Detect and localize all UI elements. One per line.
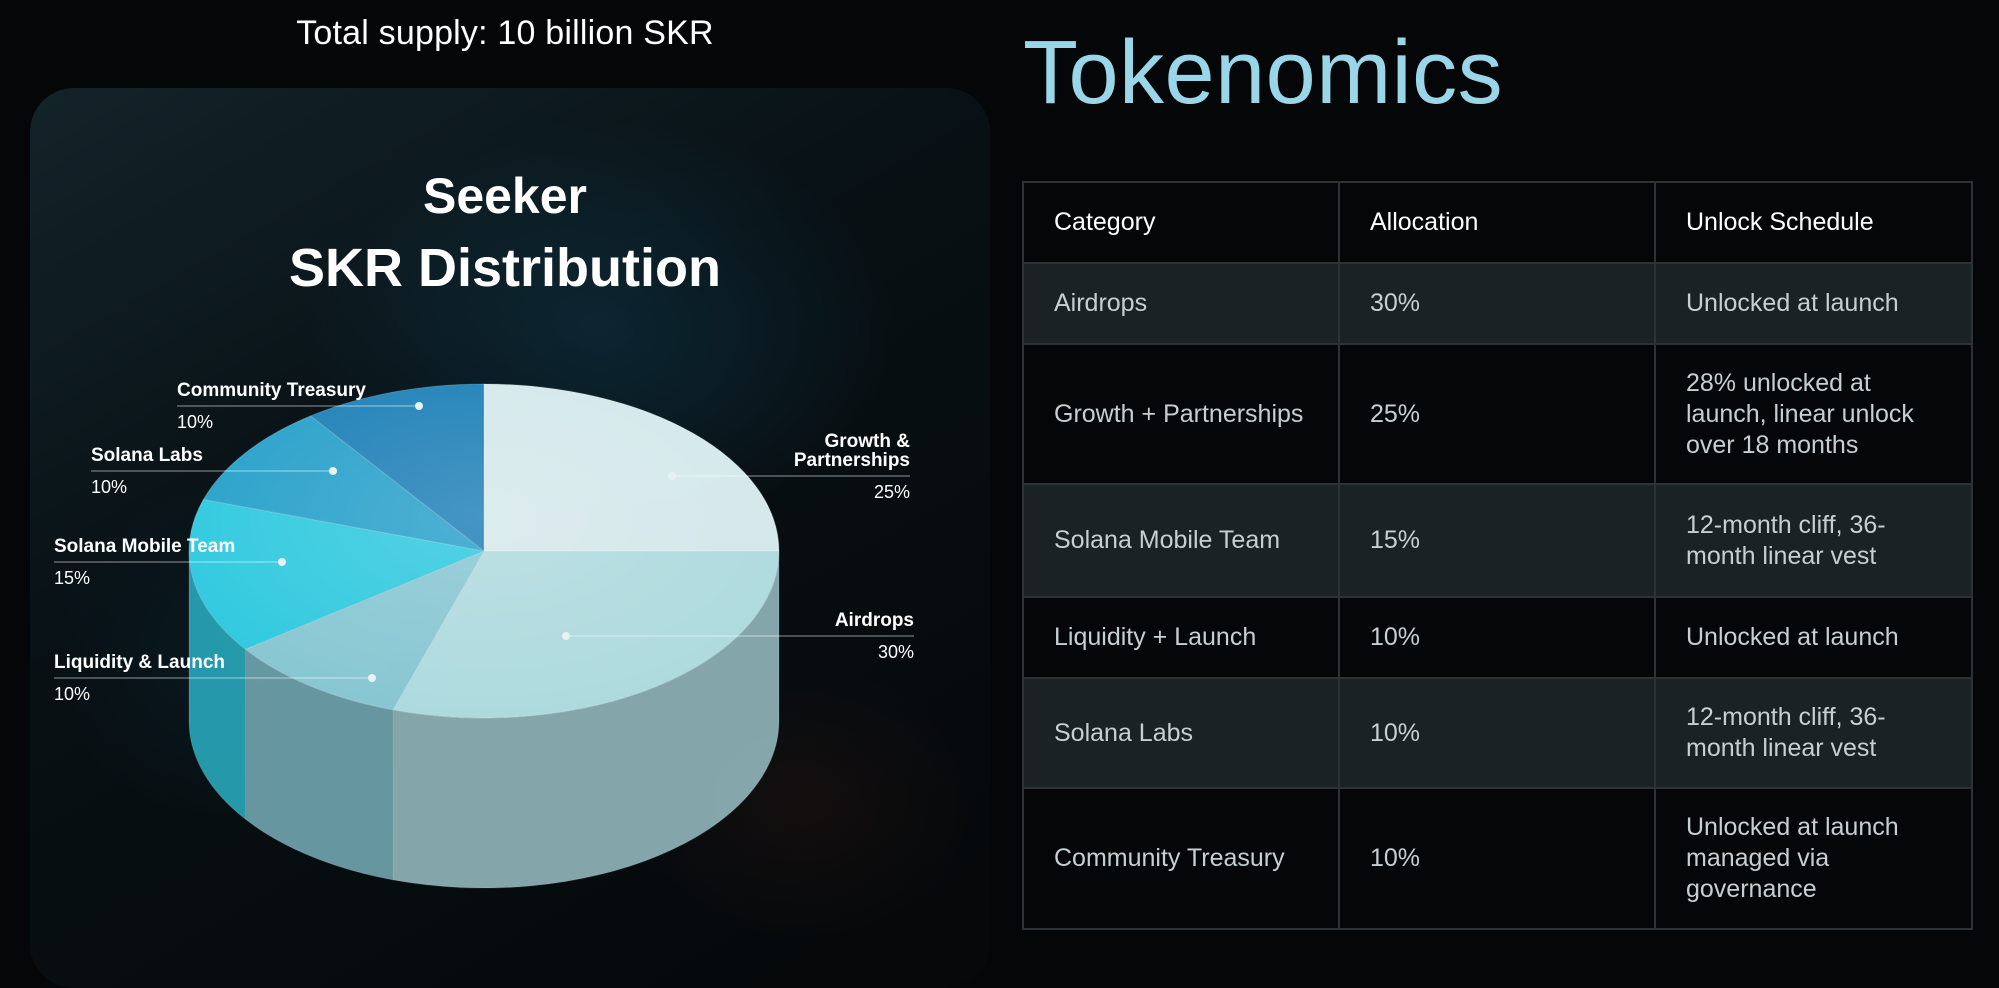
cell-allocation: 30% [1338,262,1656,345]
distribution-title-brand: Seeker [422,168,588,224]
cell-category: Liquidity + Launch [1022,596,1340,679]
table-row: Growth + Partnerships 25% 28% unlocked a… [1022,343,1973,485]
cell-schedule: Unlocked at launch managed via governanc… [1654,787,1973,930]
pie-label-value: 10% [54,684,90,704]
cell-category: Growth + Partnerships [1022,343,1340,485]
pie-sides [188,550,780,889]
distribution-title: Seeker SKR Distribution [200,160,810,304]
leader-dot [278,558,286,566]
table-header-row: Category Allocation Unlock Schedule [1022,181,1973,264]
table-row: Community Treasury 10% Unlocked at launc… [1022,787,1973,930]
cell-allocation: 10% [1338,787,1656,930]
pie-label-name: Liquidity & Launch [54,652,225,673]
header-unlock-schedule: Unlock Schedule [1654,181,1973,264]
header-allocation: Allocation [1338,181,1656,264]
cell-schedule: Unlocked at launch [1654,262,1973,345]
cell-category: Solana Labs [1022,677,1340,789]
pie-label-value: 25% [874,482,910,502]
table-row: Solana Labs 10% 12-month cliff, 36-month… [1022,677,1973,789]
cell-allocation: 25% [1338,343,1656,485]
pie-label-name: Community Treasury [177,380,366,401]
pie-label-value: 10% [91,477,127,497]
pie-chart: Growth & Partnerships 25% Airdrops 30% Liquid… [54,380,914,889]
total-supply-text: Total supply: 10 billion SKR [296,14,714,52]
cell-schedule: 12-month cliff, 36-month linear vest [1654,483,1973,598]
cell-allocation: 10% [1338,677,1656,789]
leader-dot [415,402,423,410]
table-row: Liquidity + Launch 10% Unlocked at launc… [1022,596,1973,679]
table-row: Airdrops 30% Unlocked at launch [1022,262,1973,345]
pie-top-sheen [189,384,779,718]
page-title: Tokenomics [1023,23,1504,123]
cell-schedule: Unlocked at launch [1654,596,1973,679]
allocation-table: Category Allocation Unlock Schedule Aird… [1022,181,1973,930]
cell-category: Airdrops [1022,262,1340,345]
distribution-title-main: SKR Distribution [289,238,721,298]
pie-label-name: Airdrops [835,610,914,631]
table-row: Solana Mobile Team 15% 12-month cliff, 3… [1022,483,1973,598]
leader-dot [562,632,570,640]
pie-label-value: 10% [177,412,213,432]
pie-labels: Growth & Partnerships 25% Airdrops 30% Liquid… [54,380,914,704]
pie-label-name: Solana Labs [91,445,203,466]
leader-dot [329,467,337,475]
cell-schedule: 12-month cliff, 36-month linear vest [1654,677,1973,789]
cell-allocation: 10% [1338,596,1656,679]
pie-label-value: 30% [878,642,914,662]
cell-category: Solana Mobile Team [1022,483,1340,598]
cell-category: Community Treasury [1022,787,1340,930]
pie-label-name: Growth & Partnerships [794,431,910,471]
cell-allocation: 15% [1338,483,1656,598]
cell-schedule: 28% unlocked at launch, linear unlock ov… [1654,343,1973,485]
pie-label-value: 15% [54,568,90,588]
leader-dot [668,472,676,480]
pie-top [188,383,780,719]
header-category: Category [1022,181,1340,264]
pie-label-name: Solana Mobile Team [54,536,235,557]
leader-dot [368,674,376,682]
